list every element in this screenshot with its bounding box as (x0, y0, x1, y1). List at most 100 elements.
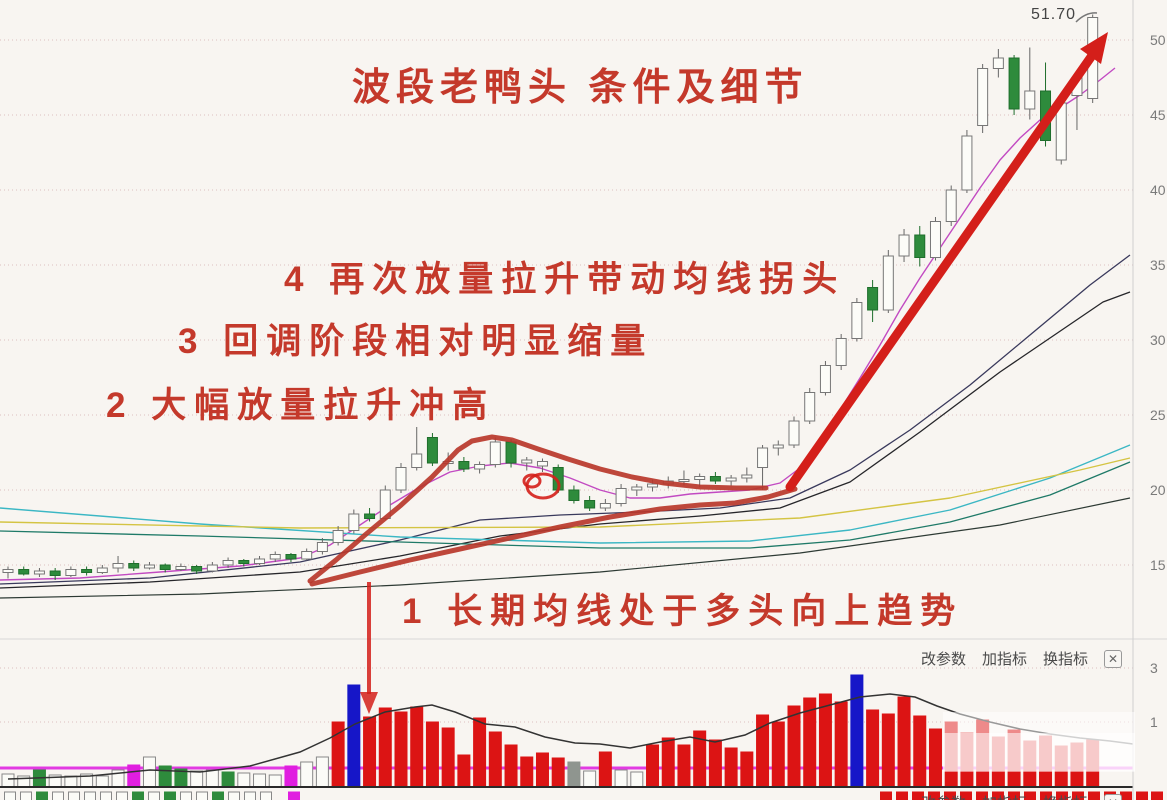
volume-bar (787, 705, 801, 788)
volume-bar (378, 707, 392, 788)
change-params-button[interactable]: 改参数 (921, 651, 967, 668)
candle-body (615, 488, 627, 504)
candle-body (128, 563, 140, 569)
candle-body (474, 464, 486, 470)
drawn-duck-head-lower-line (309, 486, 798, 587)
indicator-pane-toolbar: 改参数 加指标 换指标 ✕ (921, 792, 1123, 800)
ma-long-yellow (0, 457, 1131, 529)
candle-body (819, 365, 831, 393)
close-icon[interactable]: ✕ (1104, 649, 1123, 668)
candle-body (1024, 90, 1036, 110)
indicator-bar (116, 791, 128, 800)
candle-body (678, 479, 690, 482)
candle-body (929, 221, 941, 258)
candle-body (851, 302, 863, 339)
volume-bar (881, 713, 895, 788)
add-indicator-button[interactable]: 加指标 (982, 651, 1028, 668)
candle-body (112, 563, 124, 569)
ma-long-teal (0, 461, 1131, 549)
indicator-bar (212, 791, 224, 800)
candle-body (332, 530, 344, 543)
candle-body (1008, 57, 1020, 110)
indicator-bar (36, 791, 48, 800)
indicator-bar (180, 791, 192, 800)
volume-bar (771, 721, 785, 788)
candle-body (18, 569, 30, 575)
candle-body (521, 459, 533, 464)
candle-body (804, 392, 816, 422)
switch-indicator-button[interactable]: 换指标 (1043, 792, 1088, 800)
volume-bar (488, 731, 502, 788)
volume-bar (190, 770, 204, 788)
candle-body (364, 513, 376, 519)
price-axis-label: 15 (1150, 557, 1166, 573)
candle-body (694, 476, 706, 480)
candle-body (489, 441, 501, 465)
big-up-arrow (785, 52, 1096, 492)
indicator-bar (228, 791, 240, 800)
volume-bar (425, 721, 439, 788)
candle-body (285, 554, 297, 560)
volume-axis-label: 1 (1150, 714, 1158, 730)
volume-bar (1, 773, 15, 788)
close-icon[interactable]: ✕ (1104, 793, 1123, 800)
volume-bar (410, 706, 424, 788)
annotation-1: 1 长期均线处于多头向上趋势 (402, 592, 964, 631)
switch-indicator-button[interactable]: 换指标 (1043, 651, 1089, 668)
candle-body (505, 441, 517, 464)
volume-bar (630, 771, 644, 788)
annotation-3: 3 回调阶段相对明显缩量 (178, 322, 654, 361)
candle-body (709, 476, 721, 482)
indicator-bar (4, 791, 16, 800)
high-price-label: 51.70 (1031, 6, 1077, 23)
indicator-bar (68, 791, 80, 800)
volume-bar (740, 751, 754, 788)
volume-bar (834, 701, 848, 788)
indicator-bar (1072, 791, 1084, 800)
add-indicator-button[interactable]: 加指标 (982, 792, 1027, 800)
candle-body (458, 461, 470, 470)
indicator-bar (976, 791, 988, 800)
volume-bar (520, 756, 534, 788)
volume-bar (347, 684, 361, 788)
candle-body (992, 57, 1004, 69)
change-params-button[interactable]: 改参数 (921, 792, 966, 800)
volume-bar (567, 761, 581, 788)
indicator-bar (912, 791, 924, 800)
candle-body (772, 444, 784, 449)
candle-body (898, 234, 910, 257)
drawn-duck-head-upper-line (307, 434, 769, 584)
indicator-bar (164, 791, 176, 800)
price-axis-label: 20 (1150, 482, 1166, 498)
volume-bar (394, 711, 408, 788)
volume-bar (457, 754, 471, 788)
indicator-bar (1120, 791, 1132, 800)
price-axis-label: 50 (1150, 32, 1166, 48)
candle-body (426, 437, 438, 464)
indicator-bar (260, 791, 272, 800)
price-axis-label: 30 (1150, 332, 1166, 348)
candle-body (882, 255, 894, 311)
price-axis-label: 45 (1150, 107, 1166, 123)
indicator-bar (132, 791, 144, 800)
candle-body (757, 447, 769, 468)
candle-body (175, 566, 187, 570)
volume-bar (897, 696, 911, 788)
indicator-bar (960, 791, 972, 800)
volume-bar (677, 744, 691, 788)
volume-bar (598, 751, 612, 788)
volume-pane-toolbar: 改参数 加指标 换指标 ✕ (921, 648, 1123, 669)
ma-longest-dark (0, 497, 1131, 599)
candle-body (159, 564, 171, 570)
indicator-bar (896, 791, 908, 800)
volume-bar (315, 756, 329, 788)
indicator-bar (880, 791, 892, 800)
ma-fast-magenta (0, 67, 1116, 581)
indicator-bar (84, 791, 96, 800)
candle-body (33, 570, 45, 575)
volume-bar (221, 771, 235, 788)
annotation-4: 4 再次放量拉升带动均线拐头 (284, 260, 846, 299)
indicator-bar (52, 791, 64, 800)
